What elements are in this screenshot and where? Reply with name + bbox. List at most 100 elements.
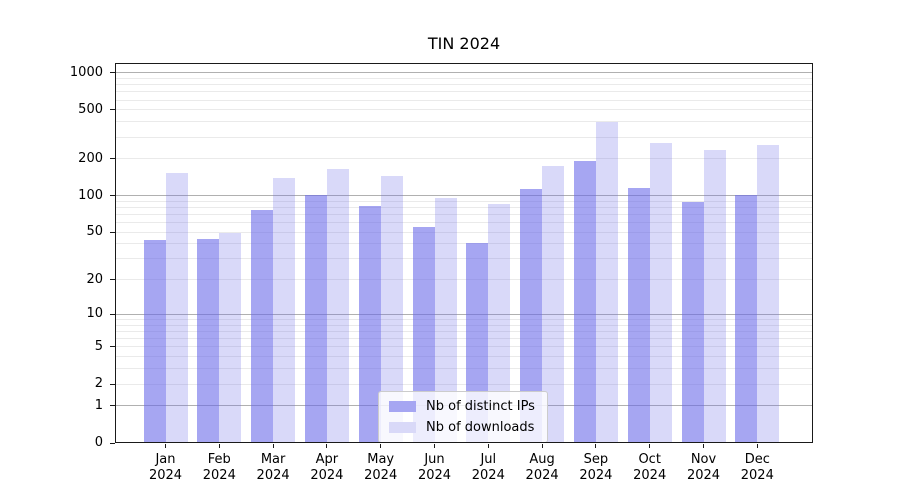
x-tickmark-aug <box>541 444 543 448</box>
bar-downloads-jan <box>165 173 188 443</box>
x-tickmark-jun <box>434 444 435 448</box>
y-ticklabel-200: 200 <box>78 150 103 166</box>
legend-entry-downloads: Nb of downloads <box>389 420 535 435</box>
bar-distinct-ips-apr <box>304 195 327 443</box>
x-axis: Jan 2024 Feb 2024 Mar 2024 Apr 2024 May 2024 Jun 20… <box>115 444 813 496</box>
gridline-minor-3 <box>115 368 813 370</box>
gridline-major-100 <box>115 195 813 197</box>
legend: Nb of distinct IPs Nb of downloads <box>378 391 548 443</box>
y-ticklabel-500: 500 <box>78 101 103 117</box>
bar-downloads-dec <box>757 144 780 443</box>
y-ticklabel-20: 20 <box>86 271 103 287</box>
gridline-minor-20 <box>115 279 813 281</box>
y-ticklabel-10: 10 <box>86 306 103 322</box>
y-ticklabel-5: 5 <box>94 338 103 354</box>
x-ticklabel-jun: Jun 2024 <box>417 452 452 483</box>
bar-downloads-feb <box>219 233 242 443</box>
bar-downloads-oct <box>649 142 672 443</box>
x-tickmark-oct <box>649 444 651 448</box>
gridline-minor-70 <box>115 214 813 216</box>
gridline-minor-60 <box>115 222 813 224</box>
gridline-minor-90 <box>115 200 813 202</box>
bar-distinct-ips-nov <box>681 201 704 443</box>
legend-entry-distinct-ips: Nb of distinct IPs <box>389 399 535 414</box>
x-ticklabel-may: May 2024 <box>364 452 398 483</box>
legend-swatch-downloads <box>389 422 416 433</box>
bar-distinct-ips-dec <box>735 194 758 443</box>
gridline-major-1000 <box>115 72 813 74</box>
gridline-minor-600 <box>115 99 813 101</box>
y-tickmark-50 <box>110 231 115 233</box>
y-ticklabel-50: 50 <box>86 224 103 240</box>
x-ticklabel-mar: Mar 2024 <box>256 452 290 483</box>
bar-downloads-jul <box>488 204 511 443</box>
x-ticklabel-nov: Nov 2024 <box>686 452 721 483</box>
gridline-minor-6 <box>115 338 813 340</box>
y-tickmark-100 <box>110 195 115 197</box>
x-ticklabel-feb: Feb 2024 <box>202 452 236 483</box>
x-tickmark-may <box>380 444 382 448</box>
x-tickmark-nov <box>703 444 704 448</box>
bar-distinct-ips-may <box>358 205 381 443</box>
y-tickmark-5 <box>110 346 115 348</box>
bar-distinct-ips-feb <box>197 239 220 443</box>
gridline-minor-5 <box>115 346 813 348</box>
gridline-minor-40 <box>115 243 813 245</box>
gridline-major-10 <box>115 313 813 315</box>
gridline-minor-200 <box>115 158 813 160</box>
gridline-minor-80 <box>115 207 813 208</box>
y-tickmark-500 <box>110 109 115 111</box>
y-ticklabel-0: 0 <box>94 435 103 450</box>
gridline-minor-50 <box>115 231 813 233</box>
y-tickmark-1000 <box>110 72 115 74</box>
y-ticklabel-2: 2 <box>94 376 103 392</box>
x-ticklabel-dec: Dec 2024 <box>740 452 774 483</box>
y-axis: 0 1 2 5 10 20 50 100 200 500 1000 <box>0 63 115 450</box>
gridline-minor-4 <box>115 356 813 358</box>
legend-label-downloads: Nb of downloads <box>426 420 535 435</box>
bar-distinct-ips-aug <box>520 189 543 443</box>
bar-distinct-ips-oct <box>627 188 650 443</box>
y-tickmark-2 <box>110 383 115 385</box>
x-ticklabel-jan: Jan 2024 <box>148 452 183 483</box>
y-tickmark-10 <box>110 313 115 315</box>
bar-distinct-ips-jun <box>412 227 435 443</box>
legend-label-distinct-ips: Nb of distinct IPs <box>426 399 535 414</box>
y-tickmark-200 <box>110 158 115 160</box>
bar-downloads-nov <box>703 149 726 443</box>
bar-distinct-ips-jan <box>143 240 166 443</box>
y-tickmark-0 <box>110 442 115 444</box>
x-ticklabel-jul: Jul 2024 <box>471 452 505 483</box>
y-tickmark-20 <box>110 279 115 281</box>
x-ticklabel-oct: Oct 2024 <box>633 452 667 483</box>
bar-downloads-apr <box>326 169 349 443</box>
gridline-minor-500 <box>115 109 813 111</box>
x-ticklabel-aug: Aug 2024 <box>525 452 559 483</box>
x-ticklabel-apr: Apr 2024 <box>310 452 344 483</box>
bar-downloads-may <box>380 175 403 443</box>
x-tickmark-feb <box>218 444 220 448</box>
bar-distinct-ips-sep <box>573 160 596 443</box>
y-tickmark-1 <box>110 405 115 407</box>
legend-swatch-distinct-ips <box>389 401 416 412</box>
y-ticklabel-1000: 1000 <box>69 64 103 80</box>
x-tickmark-dec <box>756 444 758 448</box>
gridline-minor-8 <box>115 324 813 326</box>
gridline-minor-2 <box>115 383 813 385</box>
bar-distinct-ips-mar <box>251 209 274 443</box>
bar-downloads-aug <box>542 165 565 443</box>
gridline-minor-9 <box>115 319 813 321</box>
y-ticklabel-1: 1 <box>94 397 103 413</box>
gridline-minor-300 <box>115 136 813 138</box>
chart-title: TIN 2024 <box>427 34 501 53</box>
bar-downloads-jun <box>434 198 457 443</box>
x-tickmark-jan <box>165 444 166 448</box>
gridline-minor-400 <box>115 121 813 123</box>
bar-downloads-mar <box>273 177 296 443</box>
x-tickmark-apr <box>326 444 328 448</box>
bar-downloads-sep <box>595 121 618 443</box>
gridline-minor-900 <box>115 77 813 79</box>
y-ticklabel-100: 100 <box>78 187 103 203</box>
gridline-minor-700 <box>115 91 813 93</box>
